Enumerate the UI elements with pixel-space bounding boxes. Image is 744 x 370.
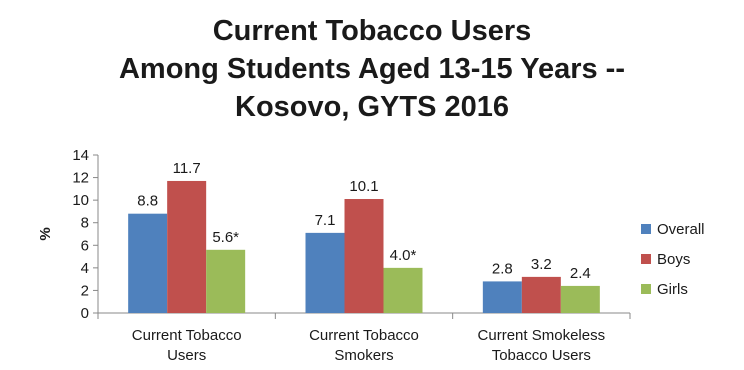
data-label: 2.4 — [570, 265, 591, 282]
legend-item-overall: Overall — [641, 214, 705, 244]
data-label: 10.1 — [349, 178, 378, 195]
data-label: 2.8 — [492, 260, 513, 277]
data-label: 4.0* — [390, 247, 417, 264]
bar-overall — [305, 232, 345, 313]
bar-boys — [167, 180, 207, 313]
y-tick-label: 0 — [81, 305, 89, 322]
y-tick-label: 8 — [81, 215, 89, 232]
data-label: 5.6* — [212, 229, 239, 246]
data-label: 3.2 — [531, 256, 552, 273]
chart-legend: Overall Boys Girls — [641, 214, 705, 304]
bar-overall — [128, 213, 168, 313]
y-tick-label: 12 — [72, 170, 89, 187]
y-tick-label: 4 — [81, 260, 89, 277]
chart-title-line-1: Current Tobacco Users — [212, 15, 532, 47]
legend-swatch-boys — [641, 254, 651, 264]
y-tick-label: 10 — [72, 192, 89, 209]
legend-label-boys: Boys — [657, 250, 691, 268]
y-axis-title: % — [37, 227, 54, 240]
data-label: 11.7 — [173, 160, 201, 177]
chart-title-line-3: Kosovo, GYTS 2016 — [235, 91, 509, 123]
legend-swatch-overall — [641, 224, 651, 234]
bar-girls — [383, 267, 423, 313]
y-tick-label: 14 — [72, 147, 89, 164]
legend-swatch-girls — [641, 284, 651, 294]
legend-item-girls: Girls — [641, 274, 705, 304]
data-label: 8.8 — [137, 193, 158, 210]
x-category-label: Smokers — [334, 347, 393, 364]
x-category-label: Tobacco Users — [492, 347, 591, 364]
bar-overall — [482, 281, 522, 313]
x-category-label: Current Smokeless — [478, 327, 606, 344]
chart-title: Current Tobacco Users Among Students Age… — [0, 12, 744, 126]
x-category-label: Current Tobacco — [132, 327, 242, 344]
bar-girls — [206, 249, 246, 313]
y-tick-label: 2 — [81, 282, 89, 299]
legend-item-boys: Boys — [641, 244, 705, 274]
x-category-label: Current Tobacco — [309, 327, 419, 344]
bar-boys — [521, 276, 561, 313]
y-tick-label: 6 — [81, 237, 89, 254]
x-category-label: Users — [167, 347, 206, 364]
bar-boys — [344, 199, 384, 313]
bar-girls — [560, 285, 600, 313]
legend-label-overall: Overall — [657, 220, 705, 238]
chart-title-line-2: Among Students Aged 13-15 Years -- — [118, 53, 625, 85]
data-label: 7.1 — [315, 212, 336, 229]
legend-label-girls: Girls — [657, 280, 688, 298]
